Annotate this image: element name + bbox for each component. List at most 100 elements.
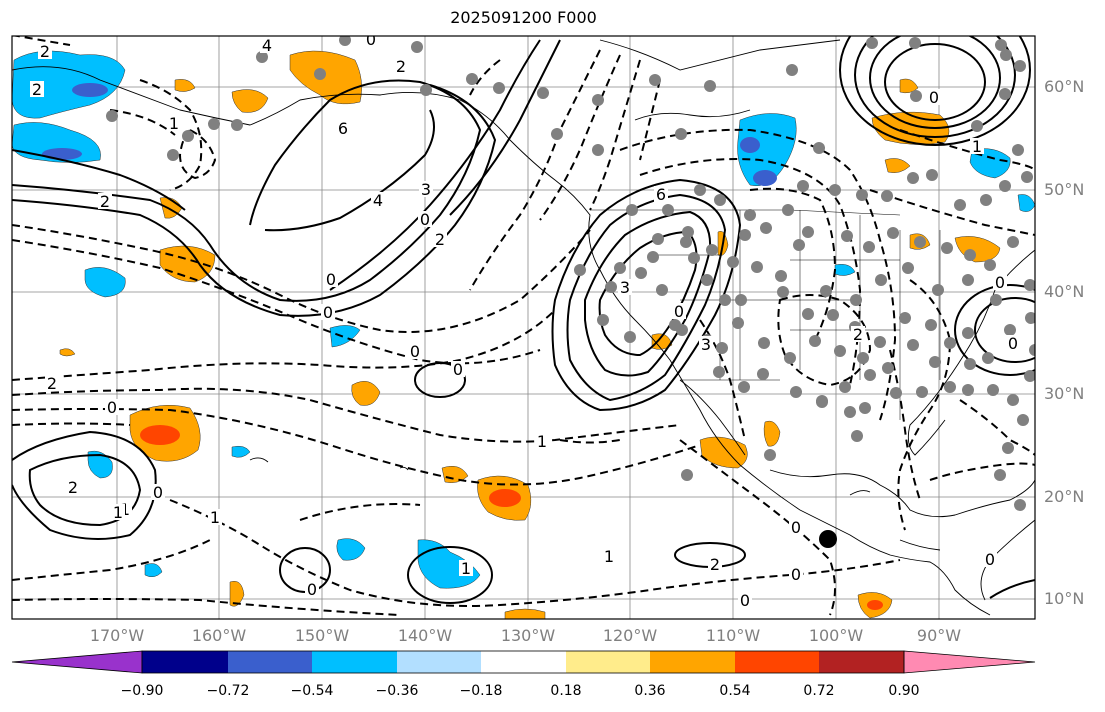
station-dot bbox=[987, 384, 999, 396]
contour-label-background bbox=[602, 548, 616, 564]
contour-label-background bbox=[708, 556, 722, 572]
contour-label-background bbox=[98, 193, 112, 209]
station-dot bbox=[964, 249, 976, 261]
station-dot bbox=[859, 402, 871, 414]
colorbar-segment bbox=[312, 651, 397, 673]
contour-label-background bbox=[151, 484, 165, 500]
positive-anomaly-patch bbox=[140, 425, 180, 445]
station-dot bbox=[863, 241, 875, 253]
contour-label: 2 bbox=[32, 80, 42, 99]
colorbar-segment bbox=[650, 651, 735, 673]
contour-label: 4 bbox=[373, 191, 383, 210]
station-dot bbox=[493, 82, 505, 94]
station-dot bbox=[716, 342, 728, 354]
station-dot bbox=[881, 190, 893, 202]
station-dot bbox=[739, 229, 751, 241]
contour-label-background bbox=[789, 566, 803, 582]
contour-label: 0 bbox=[410, 342, 420, 361]
station-dot bbox=[682, 226, 694, 238]
contour-label: 2 bbox=[396, 57, 406, 76]
station-dot bbox=[907, 172, 919, 184]
station-dot bbox=[714, 194, 726, 206]
station-dot bbox=[899, 312, 911, 324]
contour-label-background bbox=[451, 361, 465, 377]
positive-anomaly-patch bbox=[651, 333, 673, 350]
station-dot bbox=[797, 180, 809, 192]
station-dot bbox=[1025, 312, 1035, 324]
contour-label: 0 bbox=[107, 398, 117, 417]
station-dot bbox=[182, 130, 194, 142]
station-dot bbox=[932, 284, 944, 296]
station-dot bbox=[1000, 49, 1012, 61]
station-dot bbox=[605, 281, 617, 293]
station-dot bbox=[574, 264, 586, 276]
station-dot bbox=[624, 331, 636, 343]
station-dot bbox=[944, 337, 956, 349]
colorbar-tick-label: 0.18 bbox=[550, 683, 582, 699]
positive-anomaly-patch bbox=[59, 348, 76, 357]
contour-label-background bbox=[321, 304, 335, 320]
contour-label-background bbox=[993, 274, 1007, 290]
contour-label: 0 bbox=[1008, 334, 1018, 353]
contour-label-background bbox=[66, 479, 80, 495]
contour-label-background bbox=[260, 37, 274, 53]
station-dot bbox=[635, 267, 647, 279]
station-dot bbox=[925, 319, 937, 331]
station-dot bbox=[926, 169, 938, 181]
station-dot bbox=[1024, 279, 1035, 291]
station-dot bbox=[652, 233, 664, 245]
colorbar-segment bbox=[481, 651, 566, 673]
station-dot bbox=[820, 285, 832, 297]
negative-anomaly-patch bbox=[753, 170, 777, 186]
contour-label-background bbox=[851, 326, 865, 342]
colorbar-tick-label: 0.36 bbox=[634, 683, 666, 699]
station-dot bbox=[758, 337, 770, 349]
station-dot bbox=[256, 51, 268, 63]
station-dot bbox=[994, 469, 1006, 481]
station-dot bbox=[775, 270, 787, 282]
station-dot bbox=[420, 84, 432, 96]
station-dot bbox=[681, 469, 693, 481]
station-dot bbox=[964, 358, 976, 370]
contour-label: 0 bbox=[995, 273, 1005, 292]
colorbar-tick-label: 0.54 bbox=[719, 683, 751, 699]
colorbar-tick-label: 0.90 bbox=[888, 683, 920, 699]
latitude-label: 20°N bbox=[1044, 487, 1085, 506]
positive-anomaly-patch bbox=[174, 79, 196, 92]
positive-anomaly-patch bbox=[351, 381, 381, 406]
station-dot bbox=[907, 339, 919, 351]
colorbar-tick-label: −0.90 bbox=[120, 683, 164, 699]
positive-anomaly-patch bbox=[504, 608, 546, 619]
station-dot bbox=[971, 120, 983, 132]
longitude-label: 140°W bbox=[397, 626, 453, 645]
colorbar-tick-label: −0.72 bbox=[206, 683, 250, 699]
station-dot bbox=[902, 262, 914, 274]
colorbar-tick-label: 0.72 bbox=[803, 683, 835, 699]
contour-label-background bbox=[433, 231, 447, 247]
station-dot bbox=[649, 74, 661, 86]
colorbar-tick-label: −0.36 bbox=[375, 683, 419, 699]
contour-label: 0 bbox=[326, 270, 336, 289]
station-dot bbox=[626, 204, 638, 216]
station-dot bbox=[990, 294, 1002, 306]
positive-anomaly-patch bbox=[899, 78, 919, 94]
station-dot bbox=[1014, 60, 1026, 72]
contour-label: 0 bbox=[307, 580, 317, 599]
contour-label: 0 bbox=[323, 303, 333, 322]
colorbar-segment bbox=[735, 651, 819, 673]
station-dot bbox=[866, 37, 878, 49]
station-dot bbox=[929, 356, 941, 368]
longitude-label: 100°W bbox=[808, 626, 864, 645]
station-dot bbox=[1029, 344, 1035, 356]
negative-anomaly-patch bbox=[231, 445, 251, 458]
station-dot bbox=[786, 64, 798, 76]
contour-label-background bbox=[983, 551, 997, 567]
station-dot bbox=[782, 204, 794, 216]
colorbar-tick-label: −0.18 bbox=[459, 683, 503, 699]
station-dot bbox=[1007, 236, 1019, 248]
contour-label: 2 bbox=[68, 478, 78, 497]
negative-anomaly-patch bbox=[84, 267, 126, 298]
station-dots bbox=[106, 36, 1035, 511]
station-dot bbox=[411, 41, 423, 53]
